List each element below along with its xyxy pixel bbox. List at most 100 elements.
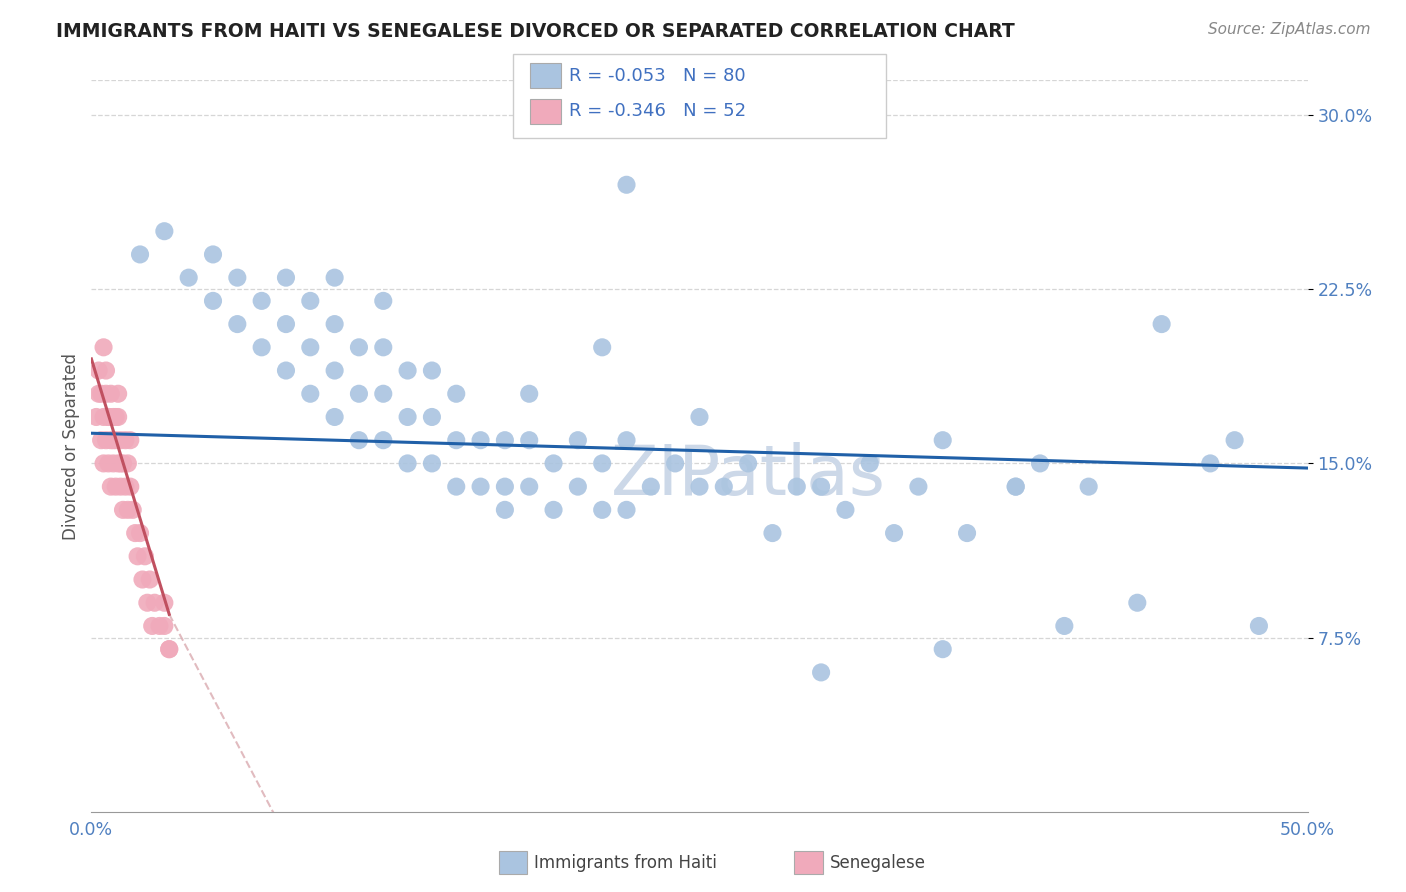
Point xyxy=(111,503,134,517)
Point xyxy=(373,433,395,447)
Point xyxy=(640,480,662,494)
Point xyxy=(93,340,115,354)
Point xyxy=(373,386,395,401)
Point xyxy=(97,409,120,424)
Point xyxy=(616,178,638,192)
Point xyxy=(567,480,589,494)
Point xyxy=(120,480,142,494)
Point xyxy=(323,409,346,424)
Point xyxy=(323,363,346,377)
Text: Senegalese: Senegalese xyxy=(830,854,925,871)
Point xyxy=(347,340,370,354)
Point xyxy=(97,457,120,471)
Point xyxy=(110,433,132,447)
Point xyxy=(396,409,419,424)
Point xyxy=(1029,457,1052,471)
Point xyxy=(148,619,170,633)
Point xyxy=(1150,317,1173,331)
Point xyxy=(87,386,110,401)
Point xyxy=(97,409,120,424)
Point xyxy=(347,433,370,447)
Point xyxy=(956,526,979,541)
Point xyxy=(810,480,832,494)
Point xyxy=(713,480,735,494)
Point xyxy=(444,386,467,401)
Point xyxy=(117,503,139,517)
Point xyxy=(543,457,565,471)
Point xyxy=(104,433,127,447)
Text: Immigrants from Haiti: Immigrants from Haiti xyxy=(534,854,717,871)
Point xyxy=(107,409,129,424)
Point xyxy=(250,293,273,308)
Point xyxy=(202,247,225,261)
Point xyxy=(396,363,419,377)
Point xyxy=(616,503,638,517)
Point xyxy=(124,526,146,541)
Point xyxy=(94,363,117,377)
Point xyxy=(616,433,638,447)
Point xyxy=(177,270,200,285)
Point xyxy=(129,526,152,541)
Point xyxy=(141,619,163,633)
Point xyxy=(859,457,882,471)
Point xyxy=(100,480,122,494)
Point xyxy=(107,457,129,471)
Point xyxy=(114,433,136,447)
Point xyxy=(121,503,143,517)
Point xyxy=(688,409,710,424)
Point xyxy=(114,480,136,494)
Point xyxy=(470,480,492,494)
Point xyxy=(93,409,115,424)
Point xyxy=(907,480,929,494)
Text: R = -0.346   N = 52: R = -0.346 N = 52 xyxy=(569,103,747,120)
Point xyxy=(517,386,540,401)
Point xyxy=(1199,457,1222,471)
Point xyxy=(110,457,132,471)
Point xyxy=(883,526,905,541)
Point xyxy=(90,386,112,401)
Point xyxy=(202,293,225,308)
Point xyxy=(1126,596,1149,610)
Point xyxy=(274,363,297,377)
Point xyxy=(104,409,127,424)
Text: ZIPatlas: ZIPatlas xyxy=(610,442,886,508)
Point xyxy=(834,503,856,517)
Text: IMMIGRANTS FROM HAITI VS SENEGALESE DIVORCED OR SEPARATED CORRELATION CHART: IMMIGRANTS FROM HAITI VS SENEGALESE DIVO… xyxy=(56,22,1015,41)
Point xyxy=(591,503,613,517)
Point xyxy=(153,224,176,238)
Point xyxy=(323,317,346,331)
Point xyxy=(110,480,132,494)
Point xyxy=(494,503,516,517)
Point xyxy=(810,665,832,680)
Point xyxy=(931,433,953,447)
Point xyxy=(688,480,710,494)
Point xyxy=(299,386,322,401)
Point xyxy=(84,409,107,424)
Point xyxy=(100,433,122,447)
Point xyxy=(517,480,540,494)
Point xyxy=(299,340,322,354)
Point xyxy=(1223,433,1246,447)
Point xyxy=(494,480,516,494)
Point xyxy=(100,386,122,401)
Point xyxy=(131,573,153,587)
Point xyxy=(664,457,686,471)
Point xyxy=(373,340,395,354)
Point xyxy=(143,596,166,610)
Point xyxy=(420,409,443,424)
Point xyxy=(494,433,516,447)
Text: Source: ZipAtlas.com: Source: ZipAtlas.com xyxy=(1208,22,1371,37)
Point xyxy=(420,457,443,471)
Point xyxy=(104,480,127,494)
Point xyxy=(87,363,110,377)
Point xyxy=(591,340,613,354)
Point xyxy=(567,433,589,447)
Point xyxy=(153,596,176,610)
Point xyxy=(373,293,395,308)
Point xyxy=(591,457,613,471)
Y-axis label: Divorced or Separated: Divorced or Separated xyxy=(62,352,80,540)
Point xyxy=(136,596,159,610)
Point xyxy=(420,363,443,377)
Point xyxy=(226,317,249,331)
Point xyxy=(94,386,117,401)
